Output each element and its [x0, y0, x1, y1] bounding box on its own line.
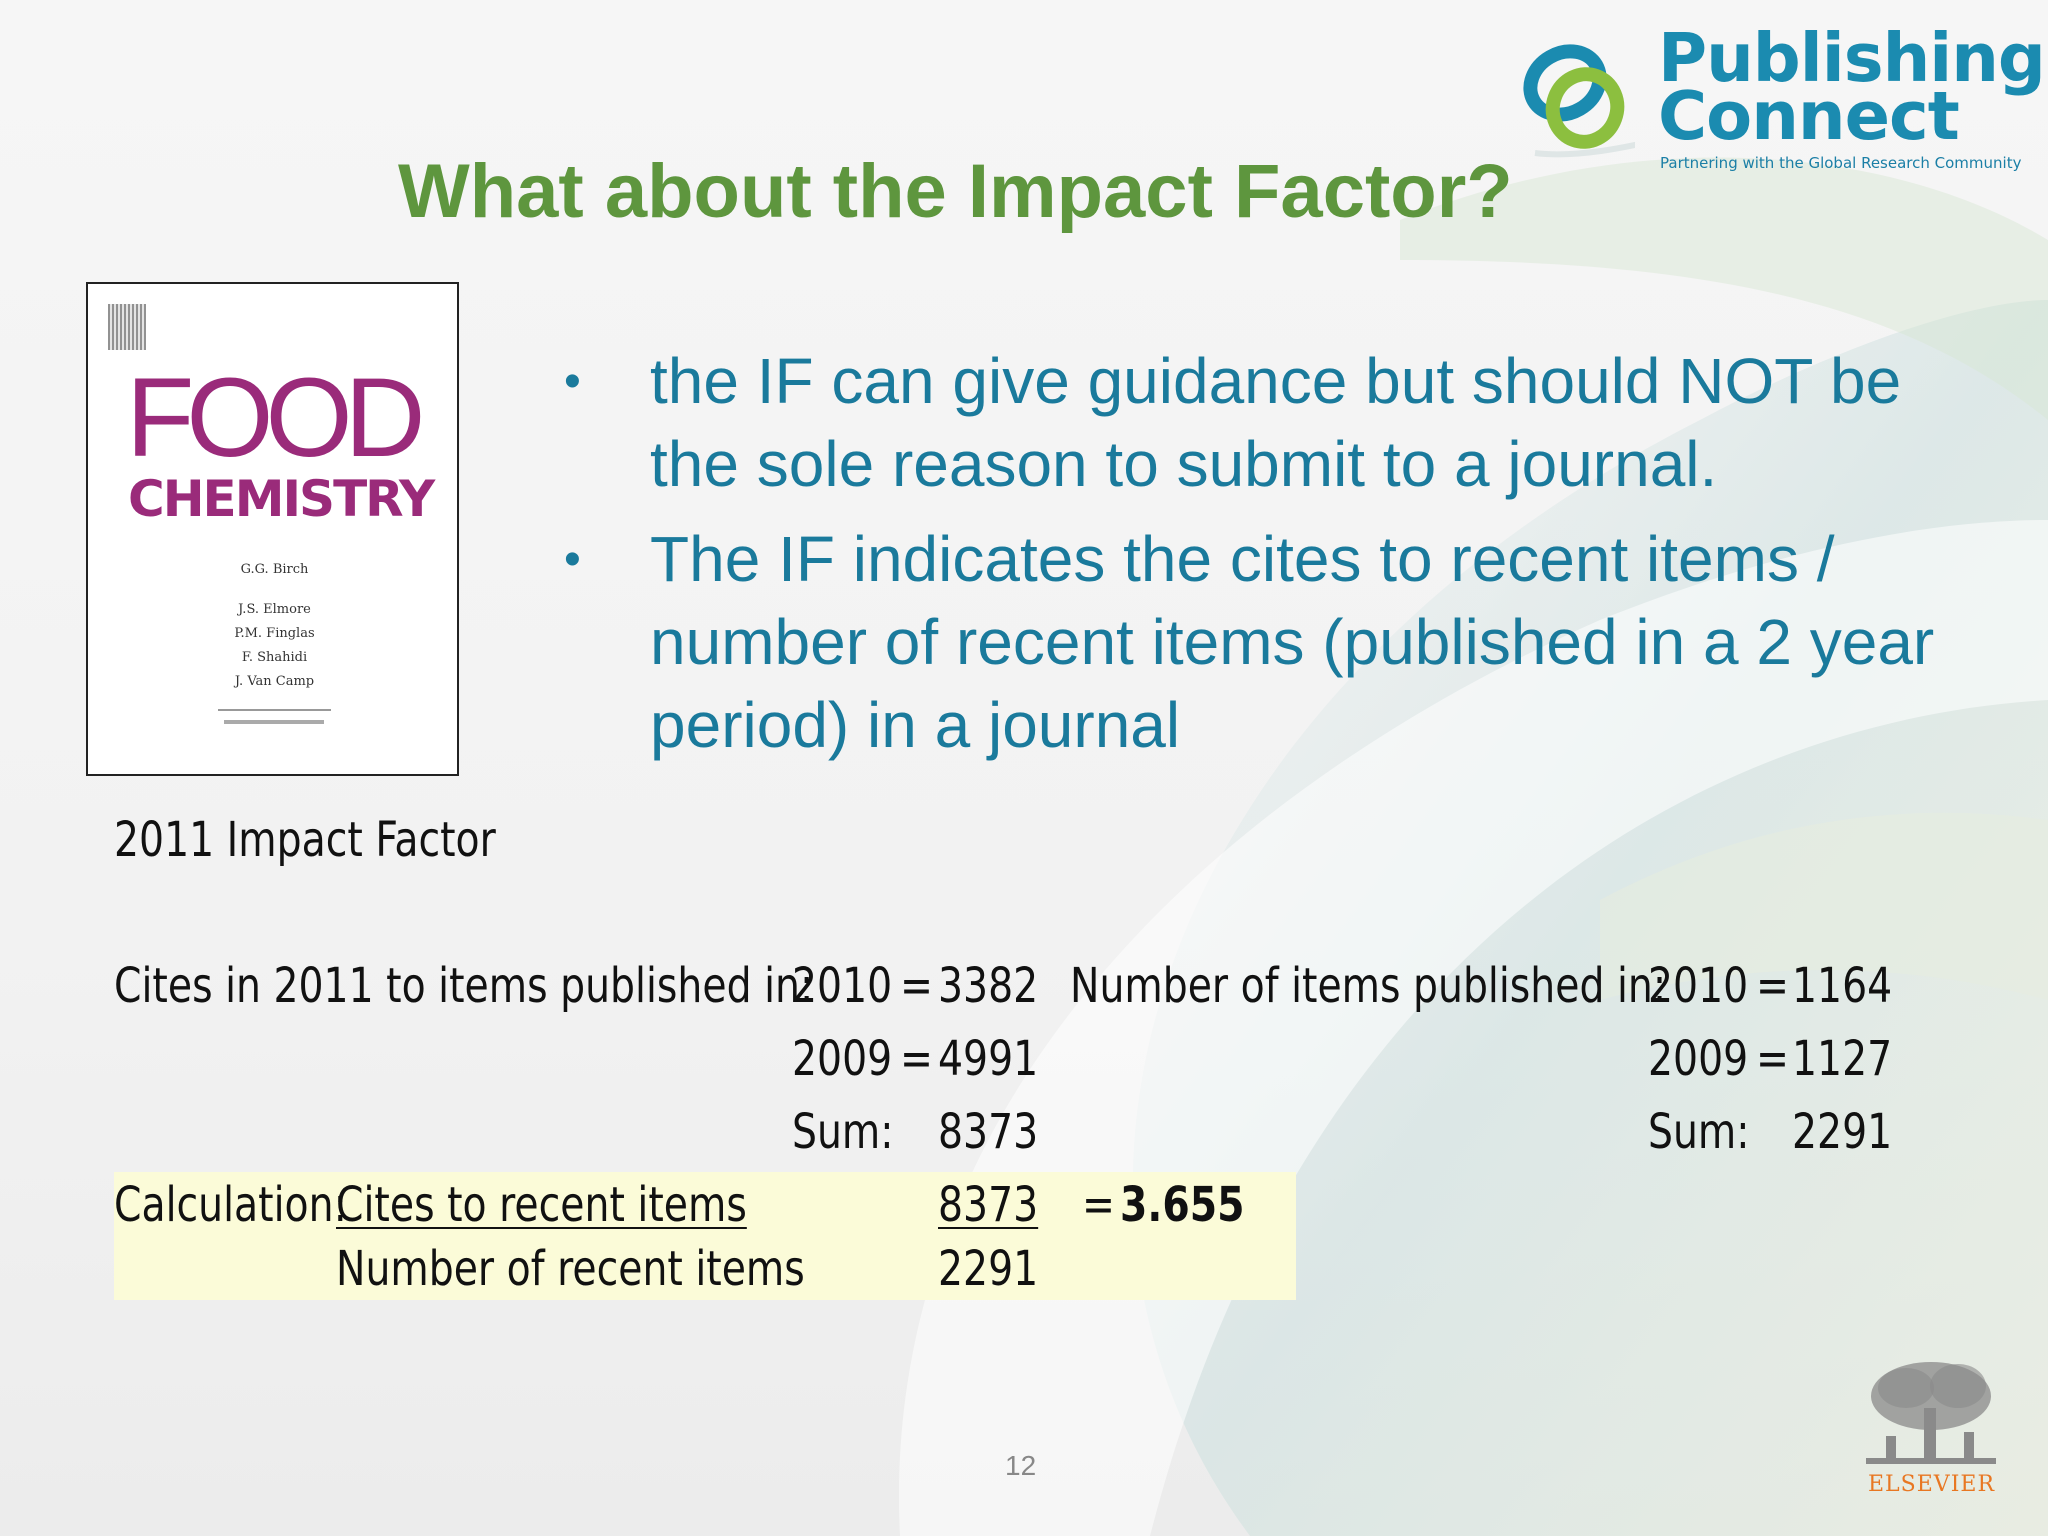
logo-text-connect: Connect	[1658, 77, 1960, 155]
items-value-2009: 1127	[1792, 1031, 1893, 1087]
items-sum-label: Sum:	[1648, 1104, 1750, 1160]
cover-editor-3: F. Shahidi	[241, 650, 308, 665]
items-year-2010: 2010	[1648, 958, 1749, 1014]
publishing-connect-logo-icon	[1523, 44, 1635, 158]
bullet-marker: •	[564, 355, 581, 408]
cover-editor-2: P.M. Finglas	[234, 626, 315, 641]
bullet-text: the IF can give guidance but should NOT …	[650, 345, 1902, 500]
cites-value-2010: 3382	[938, 958, 1039, 1014]
equals-sign: =	[1082, 1177, 1115, 1233]
elsevier-wordmark: ELSEVIER	[1868, 1472, 1996, 1497]
cites-eq-2010: =	[900, 958, 933, 1014]
bullet-text: The IF indicates the cites to recent ite…	[650, 523, 1935, 761]
cover-barcode	[108, 304, 146, 350]
calculation-label: Calculation:	[114, 1177, 347, 1233]
elsevier-tree-icon	[1866, 1362, 1996, 1464]
cites-sum-label: Sum:	[792, 1104, 894, 1160]
cover-title-chemistry: CHEMISTRY	[128, 470, 435, 528]
cites-year-2010: 2010	[792, 958, 893, 1014]
cites-sum-value: 8373	[938, 1104, 1039, 1160]
journal-cover-image: FOOD CHEMISTRY G.G. Birch J.S. Elmore P.…	[86, 282, 459, 776]
items-value-2010: 1164	[1792, 958, 1893, 1014]
cites-eq-2009: =	[900, 1031, 933, 1087]
logo-text-publishing: Publishing	[1658, 19, 2046, 97]
items-year-2009: 2009	[1648, 1031, 1749, 1087]
cites-label: Cites in 2011 to items published in:	[114, 958, 814, 1014]
page-number: 12	[1005, 1450, 1037, 1481]
cover-editor-4: J. Van Camp	[234, 674, 315, 689]
slide-title: What about the Impact Factor?	[398, 149, 1513, 234]
denominator-value: 2291	[938, 1241, 1039, 1297]
numerator-label: Cites to recent items	[336, 1177, 747, 1233]
calculation-highlight	[114, 1172, 1296, 1300]
items-eq-2009: =	[1756, 1031, 1789, 1087]
items-eq-2010: =	[1756, 958, 1789, 1014]
cover-editor: G.G. Birch	[240, 562, 309, 577]
cites-value-2009: 4991	[938, 1031, 1039, 1087]
cover-divider	[218, 709, 331, 711]
items-label: Number of items published in:	[1070, 958, 1667, 1014]
denominator-label: Number of recent items	[336, 1241, 805, 1297]
cover-editor-1: J.S. Elmore	[238, 602, 311, 617]
bullet-item: • The IF indicates the cites to recent i…	[556, 518, 1966, 767]
numerator-value: 8373	[938, 1177, 1039, 1233]
bullet-item: • the IF can give guidance but should NO…	[556, 340, 1966, 506]
bullet-list: • the IF can give guidance but should NO…	[556, 340, 1966, 779]
bullet-marker: •	[564, 533, 581, 586]
cover-title-food: FOOD	[126, 355, 426, 480]
cover-publisher-mark	[224, 720, 324, 724]
impact-factor-result: 3.655	[1120, 1177, 1245, 1233]
cites-year-2009: 2009	[792, 1031, 893, 1087]
items-sum-value: 2291	[1792, 1104, 1893, 1160]
logo-tagline: Partnering with the Global Research Comm…	[1660, 154, 2022, 172]
impact-factor-label: 2011 Impact Factor	[114, 812, 496, 868]
